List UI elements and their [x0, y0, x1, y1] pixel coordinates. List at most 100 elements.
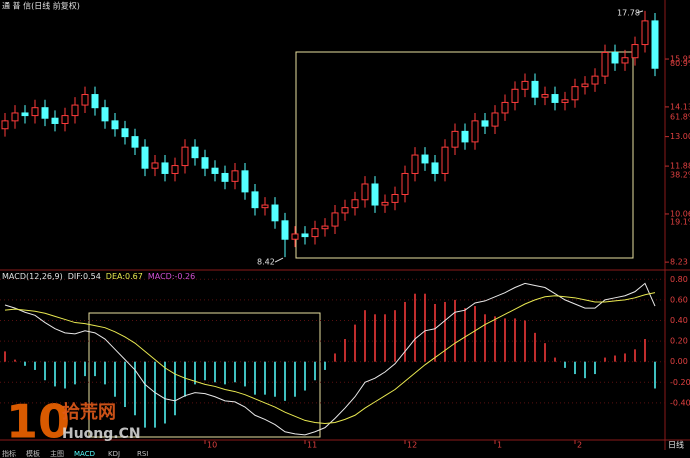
y-tick-label: 0.60 — [670, 295, 688, 304]
candle-body — [11, 112, 19, 122]
watermark-number: 10 — [6, 395, 70, 449]
legend-name: MACD: — [148, 272, 175, 281]
candle-body — [471, 120, 479, 143]
legend-name: DIF: — [68, 272, 83, 281]
y-tick-label: 0.20 — [670, 337, 688, 346]
candle-body — [501, 101, 509, 114]
candle-body — [491, 112, 499, 127]
candle-body — [201, 157, 209, 169]
candle-body — [71, 104, 79, 117]
y-tick-label: 11.88 — [670, 162, 690, 171]
toolbar-tab: 模板 — [26, 449, 40, 458]
candle-body — [271, 204, 279, 222]
candle-body — [321, 225, 329, 230]
candle-body — [51, 117, 59, 124]
candle-body — [401, 172, 409, 196]
high-arrow — [636, 10, 644, 14]
macd-header: MACD(12,26,9) DIF:0.54 DEA:0.67 MACD:-0.26 — [2, 272, 195, 281]
candle-body — [391, 194, 399, 203]
low-label: 8.42 — [257, 258, 275, 267]
candle-body — [61, 115, 69, 124]
y-tick-label: -0.20 — [670, 378, 690, 387]
candle-body — [511, 88, 519, 103]
candle-body — [381, 201, 389, 206]
y-tick-label: 0.00 — [670, 357, 688, 366]
candle-body — [261, 204, 269, 209]
y-tick-label: 15.95 — [670, 55, 690, 64]
candle-body — [561, 99, 569, 103]
candle-body — [421, 154, 429, 164]
candle-body — [531, 80, 539, 98]
candle-body — [141, 146, 149, 169]
x-tick-label: 11 — [307, 441, 317, 450]
candle-body — [461, 130, 469, 143]
candle-body — [631, 44, 639, 59]
candle-body — [451, 130, 459, 148]
candle-body — [91, 94, 99, 109]
candle-body — [171, 165, 179, 174]
y-tick-label: -0.40 — [670, 398, 690, 407]
chart-title: 通 普 信(日线 前复权) — [2, 1, 80, 11]
y-tick-label: 0.40 — [670, 316, 688, 325]
macd-line — [4, 292, 656, 425]
fib-label: 61.8% — [670, 113, 690, 122]
period-label: 日线 — [668, 440, 684, 450]
candle-body — [331, 212, 339, 227]
toolbar-tab: 主图 — [50, 449, 64, 458]
candle-body — [521, 80, 529, 90]
candle-body — [371, 183, 379, 206]
candle-body — [111, 120, 119, 130]
candle-body — [581, 83, 589, 88]
toolbar-tab: MACD — [74, 450, 95, 458]
candle-body — [231, 170, 239, 182]
y-tick-label: 8.23 — [670, 258, 688, 267]
candle-body — [211, 167, 219, 174]
candle-body — [571, 86, 579, 101]
candle-body — [281, 220, 289, 240]
candle-body — [131, 136, 139, 148]
candle-body — [1, 120, 9, 130]
legend-value: 0.67 — [125, 272, 143, 281]
candle-body — [191, 146, 199, 159]
candle-body — [291, 233, 299, 240]
watermark-site: 拾荒网 — [62, 401, 116, 423]
x-tick-label: 2 — [577, 441, 582, 450]
toolbar-tab: RSI — [137, 450, 148, 458]
candle-body — [101, 107, 109, 122]
candle-body — [301, 233, 309, 238]
candle-body — [441, 146, 449, 174]
candle-body — [431, 162, 439, 174]
candle-body — [151, 162, 159, 169]
candle-body — [481, 120, 489, 127]
legend-name: DEA: — [106, 272, 125, 281]
candle-body — [161, 162, 169, 174]
watermark-url: Huong.CN — [62, 426, 141, 442]
highlight-box — [295, 51, 634, 259]
candle-body — [41, 107, 49, 119]
candle-body — [81, 94, 89, 106]
toolbar-tab: 指标 — [2, 449, 16, 458]
candle-body — [181, 146, 189, 167]
low-arrow — [274, 257, 284, 263]
candle-body — [541, 94, 549, 98]
candle-body — [121, 128, 129, 138]
candle-body — [31, 107, 39, 117]
fib-label: 19.1% — [670, 218, 690, 227]
candle-body — [21, 112, 29, 117]
highlight-box — [88, 312, 321, 438]
toolbar-tab: KDJ — [108, 450, 120, 458]
y-tick-label: 14.13 — [670, 102, 690, 111]
candle-body — [651, 20, 659, 69]
candle-body — [361, 183, 369, 201]
candle-body — [351, 199, 359, 209]
macd-title: MACD(12,26,9) — [2, 272, 63, 281]
y-tick-label: 13.00 — [670, 132, 690, 141]
candle-body — [251, 191, 259, 209]
candle-body — [551, 94, 559, 103]
candle-body — [601, 51, 609, 77]
fib-label: 80.9% — [670, 59, 690, 68]
candle-body — [621, 57, 629, 64]
candle-body — [591, 75, 599, 85]
y-tick-label: 10.06 — [670, 209, 690, 218]
